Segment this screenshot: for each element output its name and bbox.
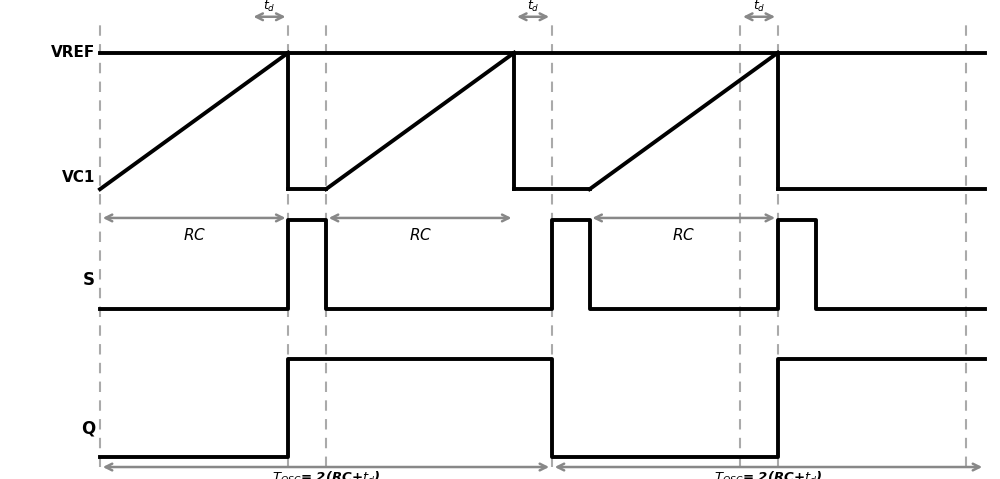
Text: $\it{RC}$: $\it{RC}$ (183, 227, 206, 242)
Text: $\it{RC}$: $\it{RC}$ (672, 227, 695, 242)
Text: $t_d$: $t_d$ (753, 0, 765, 14)
Text: S: S (83, 271, 95, 289)
Text: $\it{RC}$: $\it{RC}$ (409, 227, 432, 242)
Text: VREF: VREF (51, 45, 95, 60)
Text: VC1: VC1 (62, 170, 95, 185)
Text: $T_{OSC}$= 2(RC+$t_d$): $T_{OSC}$= 2(RC+$t_d$) (714, 469, 823, 479)
Text: $t_d$: $t_d$ (263, 0, 276, 14)
Text: $T_{OSC}$= 2(RC+$t_d$): $T_{OSC}$= 2(RC+$t_d$) (272, 469, 380, 479)
Text: Q: Q (81, 420, 95, 438)
Text: $t_d$: $t_d$ (527, 0, 539, 14)
